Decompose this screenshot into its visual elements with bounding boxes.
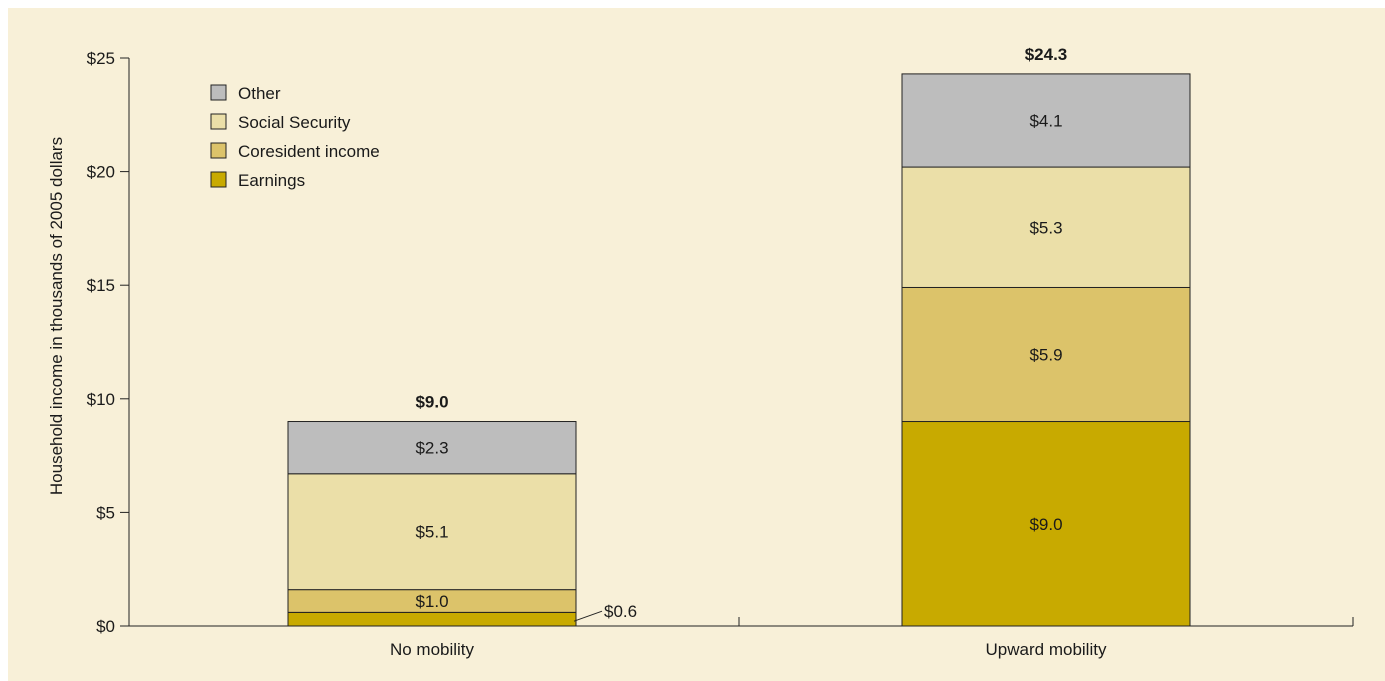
y-axis-title: Household income in thousands of 2005 do… (47, 137, 66, 495)
x-tick-label: Upward mobility (986, 640, 1107, 659)
data-label: $0.6 (604, 602, 637, 621)
callout-line (573, 610, 603, 622)
x-tick-label: No mobility (390, 640, 475, 659)
y-tick-label: $5 (96, 503, 115, 522)
data-labels: $0.6 $1.0 $5.1 $2.3 $9.0 $9.0 $5.9 $5.3 $4.1 $24.… (415, 45, 1068, 622)
total-label: $9.0 (415, 393, 448, 412)
bar-segment (901, 73, 1191, 168)
y-tick-label: $0 (96, 617, 115, 636)
y-tick-label: $20 (87, 163, 115, 182)
y-tick-label: $10 (87, 390, 115, 409)
data-label: $5.1 (415, 523, 448, 542)
total-label: $24.3 (1025, 45, 1068, 64)
legend-swatch (210, 113, 227, 130)
legend-swatch (210, 171, 227, 188)
legend-label: Earnings (238, 171, 305, 190)
stacked-bar-chart: $0 $5 $10 $15 $20 $25 No mobility Upward mobili… (47, 45, 1354, 659)
data-label: $5.3 (1029, 218, 1062, 237)
bar-segment (287, 421, 577, 475)
data-label: $9.0 (1029, 515, 1062, 534)
bar-segment (901, 421, 1191, 627)
legend-label: Social Security (238, 113, 351, 132)
data-label: $4.1 (1029, 111, 1062, 130)
y-tick-label: $25 (87, 49, 115, 68)
data-label: $2.3 (415, 439, 448, 458)
bar-segment (901, 286, 1191, 423)
bar-segment (287, 611, 577, 627)
legend: Other Social Security Coresident income Ear… (210, 84, 380, 190)
y-tick-label: $15 (87, 276, 115, 295)
axes: $0 $5 $10 $15 $20 $25 No mobility Upward mobili… (87, 49, 1354, 659)
chart-panel: $0 $5 $10 $15 $20 $25 No mobility Upward mobili… (8, 8, 1385, 681)
legend-label: Other (238, 84, 281, 103)
data-label: $5.9 (1029, 345, 1062, 364)
bar-segment (287, 473, 577, 591)
data-label: $1.0 (415, 592, 448, 611)
legend-swatch (210, 84, 227, 101)
bars (287, 73, 1191, 627)
legend-label: Coresident income (238, 142, 380, 161)
legend-swatch (210, 142, 227, 159)
